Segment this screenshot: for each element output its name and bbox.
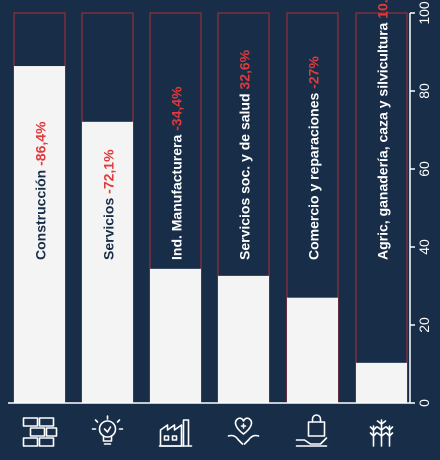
y-tick-label: 40 bbox=[416, 239, 432, 255]
value-label: 10.3% bbox=[375, 0, 391, 19]
bar-group: Servicios soc. y de salud 32,6% bbox=[217, 12, 270, 404]
factory-icon bbox=[158, 419, 193, 447]
bar-group: Comercio y reparaciones -27% bbox=[286, 12, 339, 404]
y-tick-label: 80 bbox=[416, 83, 432, 99]
bar-group: Servicios -72,1% bbox=[81, 12, 134, 404]
bar bbox=[82, 121, 133, 403]
category-label: Construcción bbox=[33, 166, 49, 260]
category-label: Agric, ganadería, caza y silvicultura bbox=[375, 19, 391, 260]
value-label: -72,1% bbox=[101, 149, 117, 194]
bar-group: Agric, ganadería, caza y silvicultura 10… bbox=[355, 0, 408, 404]
bar-group: Ind. Manufacturera -34,4% bbox=[149, 12, 202, 404]
y-tick-label: 100 bbox=[416, 1, 432, 25]
y-tick-label: 20 bbox=[416, 317, 432, 333]
value-label: 32,6% bbox=[237, 49, 253, 89]
value-label: -34,4% bbox=[169, 86, 185, 131]
category-label: Servicios soc. y de salud bbox=[237, 90, 253, 260]
lightbulb-icon bbox=[91, 415, 124, 445]
bar-label: Ind. Manufacturera -34,4% bbox=[169, 86, 185, 260]
bar-group: Construcción -86,4% bbox=[13, 12, 66, 404]
bar-label: Agric, ganadería, caza y silvicultura 10… bbox=[375, 0, 391, 260]
wheat-icon bbox=[369, 419, 394, 447]
y-tick-label: 60 bbox=[416, 161, 432, 177]
category-label: Servicios bbox=[101, 194, 117, 260]
value-label: -86,4% bbox=[33, 121, 49, 166]
bar bbox=[356, 362, 407, 403]
bar bbox=[14, 66, 65, 403]
bar bbox=[287, 297, 338, 403]
y-tick-label: 0 bbox=[416, 399, 432, 407]
icons-row bbox=[22, 414, 394, 447]
healthcare-heart-icon bbox=[227, 417, 260, 445]
bar-label: Servicios soc. y de salud 32,6% bbox=[237, 49, 253, 260]
value-label: -27% bbox=[306, 56, 322, 89]
bars-layer: Construcción -86,4% Servicios -72,1% Ind. … bbox=[13, 0, 408, 404]
bar-label: Comercio y reparaciones -27% bbox=[306, 56, 322, 260]
bricks-icon bbox=[22, 417, 58, 447]
bar bbox=[150, 268, 201, 403]
bar bbox=[218, 275, 269, 403]
bar-label: Construcción -86,4% bbox=[33, 121, 49, 260]
category-label: Ind. Manufacturera bbox=[169, 131, 185, 260]
y-axis: 0 20 40 60 80 100 bbox=[8, 1, 432, 407]
category-label: Comercio y reparaciones bbox=[306, 89, 322, 260]
shopping-bag-hand-icon bbox=[295, 414, 328, 447]
bar-label: Servicios -72,1% bbox=[101, 149, 117, 260]
